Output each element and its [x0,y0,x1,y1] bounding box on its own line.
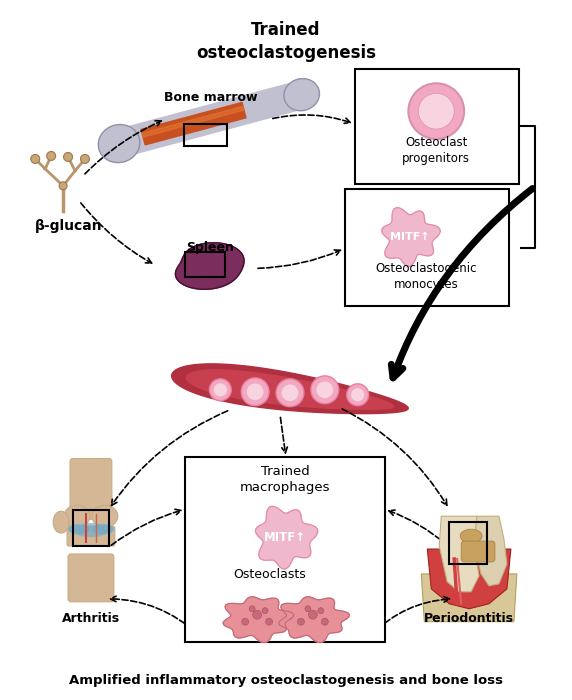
Polygon shape [474,516,507,586]
Circle shape [316,382,333,398]
Polygon shape [142,106,244,137]
Text: MITF↑: MITF↑ [264,531,306,544]
Circle shape [347,384,368,406]
FancyBboxPatch shape [68,554,114,602]
Ellipse shape [92,524,114,534]
Polygon shape [427,549,511,609]
Text: Bone marrow: Bone marrow [164,91,257,104]
Polygon shape [186,370,394,410]
Circle shape [265,618,273,625]
Text: Osteoclast
progenitors: Osteoclast progenitors [402,136,470,165]
FancyBboxPatch shape [461,541,495,562]
Polygon shape [422,574,517,622]
Circle shape [214,383,227,396]
FancyBboxPatch shape [345,189,509,306]
Circle shape [281,384,299,401]
Text: Trained
osteoclastogenesis: Trained osteoclastogenesis [196,22,376,62]
Polygon shape [116,81,305,157]
Polygon shape [439,516,479,592]
Circle shape [59,182,67,190]
Ellipse shape [64,505,90,527]
Circle shape [408,83,464,139]
Circle shape [31,155,39,163]
Circle shape [308,610,317,620]
Circle shape [262,608,268,614]
Circle shape [318,608,324,614]
Polygon shape [382,208,440,267]
Ellipse shape [460,529,482,543]
Circle shape [311,376,339,404]
Text: β-glucan: β-glucan [35,218,103,232]
FancyBboxPatch shape [355,69,519,184]
Circle shape [81,155,89,163]
Text: Osteoclastogenic
monocytes: Osteoclastogenic monocytes [376,262,477,291]
Text: MITF↑: MITF↑ [390,232,429,242]
Ellipse shape [92,505,118,527]
FancyBboxPatch shape [70,458,112,519]
Polygon shape [141,102,246,145]
Circle shape [297,618,304,625]
Ellipse shape [68,524,90,534]
Ellipse shape [284,78,320,111]
FancyBboxPatch shape [185,458,384,642]
Polygon shape [279,597,349,643]
Circle shape [253,610,261,620]
FancyBboxPatch shape [67,526,115,546]
Polygon shape [223,597,293,643]
Text: Spleen: Spleen [186,241,235,253]
Text: Trained
macrophages: Trained macrophages [240,465,330,494]
Polygon shape [172,364,408,414]
Circle shape [241,378,269,406]
Ellipse shape [53,511,69,533]
Circle shape [247,384,264,400]
Circle shape [63,153,73,162]
Text: Amplified inflammatory osteoclastogenesis and bone loss: Amplified inflammatory osteoclastogenesi… [69,674,503,687]
Circle shape [351,389,364,401]
Circle shape [305,606,311,612]
Ellipse shape [74,523,108,537]
Circle shape [242,618,249,625]
Text: Osteoclasts: Osteoclasts [234,568,307,582]
Polygon shape [176,243,244,289]
Ellipse shape [98,125,140,162]
Text: Arthritis: Arthritis [62,612,120,625]
Circle shape [209,379,231,401]
Polygon shape [256,506,318,569]
Circle shape [321,618,328,625]
Circle shape [249,606,255,612]
Circle shape [418,93,454,129]
Circle shape [276,379,304,407]
Text: Periodontitis: Periodontitis [424,612,514,625]
Circle shape [47,151,55,160]
